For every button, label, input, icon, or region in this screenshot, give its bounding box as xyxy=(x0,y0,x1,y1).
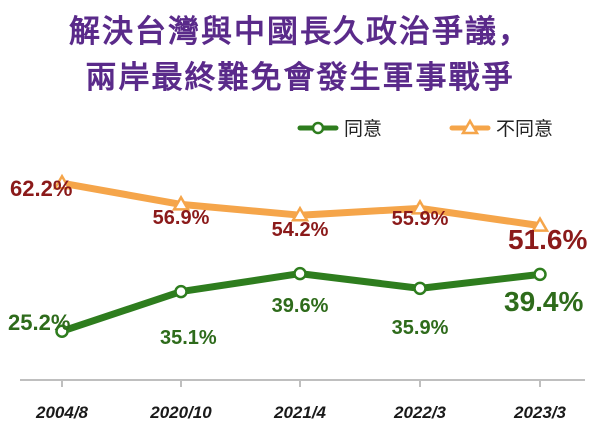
legend-marker xyxy=(460,118,480,135)
data-point-agree xyxy=(533,267,547,282)
data-point-agree xyxy=(55,324,69,338)
x-tick-label: 2021/4 xyxy=(273,403,327,422)
data-label-disagree: 55.9% xyxy=(392,208,449,230)
chart-title-line-2: 兩岸最終難免會發生軍事戰爭 xyxy=(85,60,515,96)
data-point-agree xyxy=(413,281,427,296)
data-point-disagree xyxy=(410,198,430,215)
data-label-agree: 35.1% xyxy=(160,327,217,349)
data-point-disagree xyxy=(530,216,550,232)
data-point-disagree xyxy=(290,205,310,222)
x-tick-label: 2020/10 xyxy=(149,403,212,422)
data-point-agree xyxy=(293,266,307,281)
data-label-agree: 39.6% xyxy=(272,295,329,317)
data-label-disagree: 56.9% xyxy=(153,207,210,229)
data-label-disagree: 51.6% xyxy=(508,224,587,255)
data-point-agree xyxy=(174,284,188,299)
data-point-disagree xyxy=(52,173,72,190)
data-label-agree: 35.9% xyxy=(392,317,449,339)
data-point-disagree xyxy=(171,194,191,211)
x-tick-label: 2022/3 xyxy=(393,403,447,422)
data-label-agree: 39.4% xyxy=(504,286,583,317)
legend-marker xyxy=(311,121,325,135)
x-tick-label: 2023/3 xyxy=(513,403,567,422)
data-label-agree: 25.2% xyxy=(8,310,70,335)
data-label-disagree: 62.2% xyxy=(10,176,72,201)
legend-label: 同意 xyxy=(344,118,382,140)
chart-title-line-1: 解決台灣與中國長久政治爭議， xyxy=(69,14,531,50)
x-tick-label: 2004/8 xyxy=(35,403,89,422)
data-label-disagree: 54.2% xyxy=(272,219,329,241)
legend-label: 不同意 xyxy=(496,118,553,140)
